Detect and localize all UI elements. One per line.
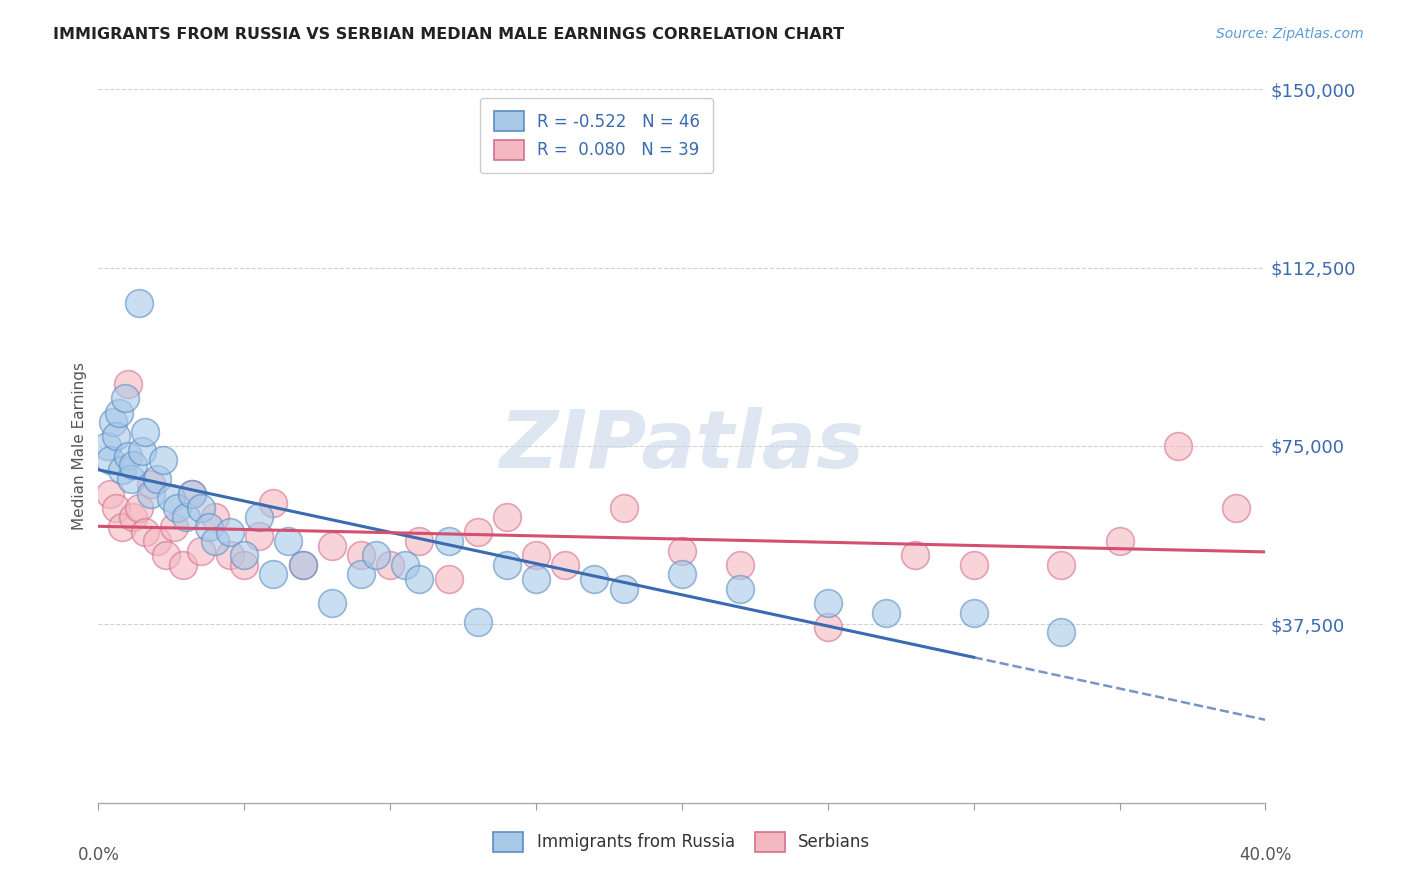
Point <box>166 500 188 515</box>
Point <box>122 510 145 524</box>
Point <box>962 558 984 572</box>
Point <box>962 606 984 620</box>
Point <box>467 524 489 539</box>
Point <box>1167 439 1189 453</box>
Point <box>817 596 839 610</box>
Point <box>146 472 169 486</box>
Point <box>128 296 150 310</box>
Point <box>139 477 162 491</box>
Point <box>111 520 134 534</box>
Point <box>180 486 202 500</box>
Point <box>437 534 460 549</box>
Text: Source: ZipAtlas.com: Source: ZipAtlas.com <box>1216 27 1364 41</box>
Point <box>524 572 547 586</box>
Point <box>380 558 402 572</box>
Point <box>671 543 693 558</box>
Point <box>263 567 285 582</box>
Point <box>263 496 285 510</box>
Point <box>350 567 373 582</box>
Point <box>247 510 270 524</box>
Point <box>817 620 839 634</box>
Point <box>1225 500 1247 515</box>
Point <box>904 549 927 563</box>
Point <box>134 524 156 539</box>
Point <box>117 449 139 463</box>
Point <box>1050 624 1073 639</box>
Point <box>104 500 127 515</box>
Text: ZIPatlas: ZIPatlas <box>499 407 865 485</box>
Point <box>1050 558 1073 572</box>
Point <box>321 539 343 553</box>
Point <box>364 549 387 563</box>
Point <box>114 392 136 406</box>
Point <box>233 549 256 563</box>
Legend: Immigrants from Russia, Serbians: Immigrants from Russia, Serbians <box>486 825 877 859</box>
Point <box>98 453 121 467</box>
Point <box>101 415 124 429</box>
Point <box>554 558 576 572</box>
Point <box>104 429 127 443</box>
Point <box>174 510 197 524</box>
Point <box>122 458 145 472</box>
Point <box>613 500 636 515</box>
Point <box>291 558 314 572</box>
Point <box>730 582 752 596</box>
Point <box>671 567 693 582</box>
Point <box>321 596 343 610</box>
Point <box>496 510 519 524</box>
Point <box>152 453 174 467</box>
Point <box>155 549 177 563</box>
Point <box>467 615 489 629</box>
Point <box>163 520 186 534</box>
Text: IMMIGRANTS FROM RUSSIA VS SERBIAN MEDIAN MALE EARNINGS CORRELATION CHART: IMMIGRANTS FROM RUSSIA VS SERBIAN MEDIAN… <box>53 27 845 42</box>
Point <box>190 500 212 515</box>
Point <box>583 572 606 586</box>
Point <box>218 549 240 563</box>
Text: 40.0%: 40.0% <box>1239 846 1292 863</box>
Point <box>139 486 162 500</box>
Point <box>120 472 142 486</box>
Point <box>204 510 226 524</box>
Point <box>875 606 897 620</box>
Point <box>613 582 636 596</box>
Point <box>131 443 153 458</box>
Point <box>437 572 460 586</box>
Point <box>146 534 169 549</box>
Point <box>98 486 121 500</box>
Point <box>218 524 240 539</box>
Point <box>291 558 314 572</box>
Point <box>277 534 299 549</box>
Point <box>128 500 150 515</box>
Point <box>96 439 118 453</box>
Point <box>408 572 430 586</box>
Point <box>117 377 139 392</box>
Point <box>524 549 547 563</box>
Point <box>496 558 519 572</box>
Point <box>172 558 194 572</box>
Point <box>180 486 202 500</box>
Text: 0.0%: 0.0% <box>77 846 120 863</box>
Y-axis label: Median Male Earnings: Median Male Earnings <box>72 362 87 530</box>
Point <box>108 406 131 420</box>
Point <box>111 463 134 477</box>
Point <box>394 558 416 572</box>
Point <box>198 520 221 534</box>
Point <box>204 534 226 549</box>
Point <box>160 491 183 506</box>
Point <box>350 549 373 563</box>
Point <box>134 425 156 439</box>
Point <box>408 534 430 549</box>
Point <box>247 529 270 543</box>
Point <box>1108 534 1130 549</box>
Point <box>233 558 256 572</box>
Point <box>190 543 212 558</box>
Point <box>730 558 752 572</box>
